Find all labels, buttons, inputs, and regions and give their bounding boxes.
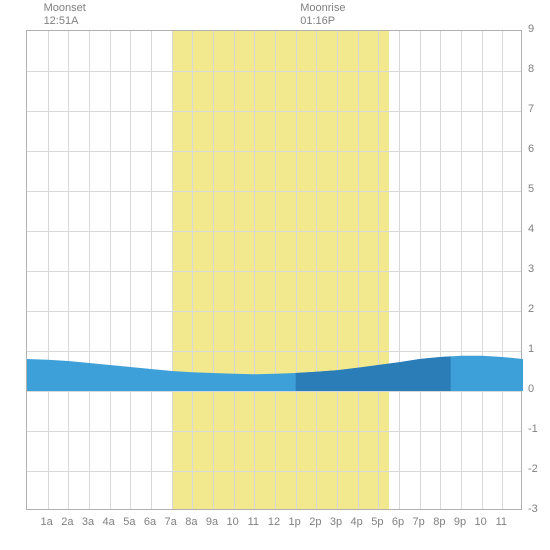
y-tick-label: 7	[528, 103, 534, 115]
x-tick-label: 4p	[347, 516, 367, 528]
x-tick-label: 5p	[367, 516, 387, 528]
y-tick-label: 2	[528, 303, 534, 315]
x-tick-label: 1p	[285, 516, 305, 528]
x-tick-label: 9a	[202, 516, 222, 528]
y-tick-label: -1	[528, 423, 538, 435]
y-tick-label: 6	[528, 143, 534, 155]
x-tick-label: 11	[491, 516, 511, 528]
plot-area	[26, 30, 522, 510]
x-tick-label: 8p	[429, 516, 449, 528]
y-tick-label: -2	[528, 463, 538, 475]
x-tick-label: 10	[223, 516, 243, 528]
x-tick-label: 10	[471, 516, 491, 528]
x-tick-label: 7p	[409, 516, 429, 528]
y-tick-label: -3	[528, 503, 538, 515]
tide-chart: -3-2-101234567891a2a3a4a5a6a7a8a9a101112…	[0, 0, 550, 550]
moonrise-label: Moonrise 01:16P	[300, 2, 345, 28]
x-tick-label: 9p	[450, 516, 470, 528]
x-tick-label: 8a	[181, 516, 201, 528]
y-tick-label: 9	[528, 23, 534, 35]
y-tick-label: 4	[528, 223, 534, 235]
y-tick-label: 3	[528, 263, 534, 275]
x-tick-label: 5a	[119, 516, 139, 528]
y-tick-label: 8	[528, 63, 534, 75]
x-tick-label: 3p	[326, 516, 346, 528]
x-tick-label: 11	[243, 516, 263, 528]
x-tick-label: 7a	[161, 516, 181, 528]
x-tick-label: 12	[264, 516, 284, 528]
y-tick-label: 0	[528, 383, 534, 395]
x-tick-label: 6p	[388, 516, 408, 528]
x-tick-label: 2p	[305, 516, 325, 528]
x-tick-label: 2a	[57, 516, 77, 528]
x-tick-label: 6a	[140, 516, 160, 528]
x-tick-label: 1a	[37, 516, 57, 528]
y-tick-label: 5	[528, 183, 534, 195]
moonset-label: Moonset 12:51A	[44, 2, 86, 28]
y-tick-label: 1	[528, 343, 534, 355]
tide-curve	[27, 31, 523, 511]
x-tick-label: 3a	[78, 516, 98, 528]
x-tick-label: 4a	[99, 516, 119, 528]
